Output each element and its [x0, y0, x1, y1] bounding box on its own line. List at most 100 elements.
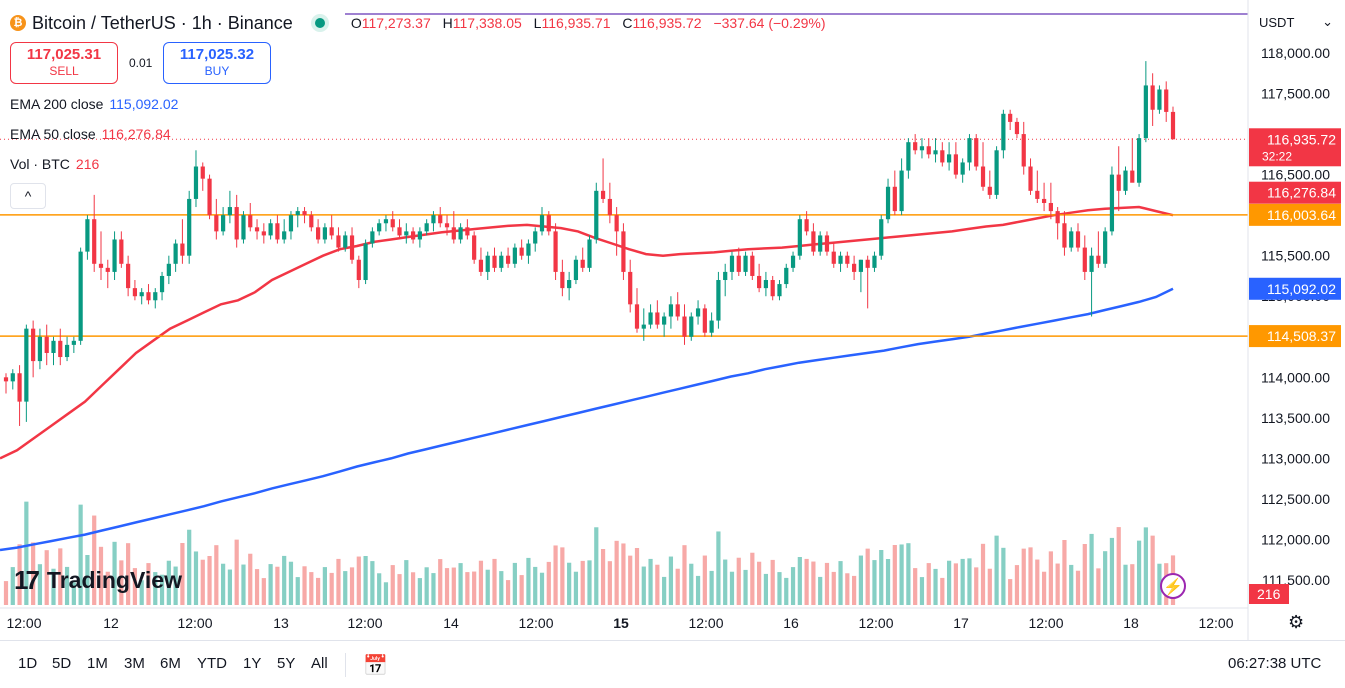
volume-bar: [790, 567, 796, 605]
candle-body: [1008, 113, 1013, 122]
market-open-dot-icon: [314, 18, 325, 28]
volume-bar: [241, 564, 246, 605]
bottom-toolbar: 1D 5D 1M 3M 6M YTD 1Y 5Y All 📅 06:27:38 …: [0, 640, 1345, 688]
volume-bar: [343, 571, 348, 605]
volume-bar: [818, 576, 823, 605]
candle-body: [892, 186, 897, 212]
range-1d[interactable]: 1D: [18, 655, 38, 672]
calendar-goto-icon[interactable]: 📅: [363, 655, 388, 677]
candle-body: [51, 340, 56, 353]
candle-body: [641, 324, 646, 329]
chevron-down-icon: ⌄: [1322, 14, 1333, 29]
volume-bar: [512, 562, 517, 605]
volume-bar: [675, 568, 680, 605]
ohlc-change: −337.64 (−0.29%): [713, 15, 826, 31]
range-3m[interactable]: 3M: [124, 655, 145, 672]
volume-bar: [221, 563, 226, 605]
utc-clock[interactable]: 06:27:38 UTC: [1228, 655, 1322, 672]
candle-body: [92, 219, 97, 264]
candle-body: [24, 328, 29, 402]
volume-bar: [200, 559, 205, 605]
indicator-volume[interactable]: Vol · BTC 216: [10, 156, 99, 172]
candle-body: [607, 198, 612, 216]
time-axis[interactable]: 12:00 12 12:00 13 12:00 14 12:00 15 12:00 16 12:00…: [0, 607, 1248, 631]
range-1m[interactable]: 1M: [87, 655, 108, 672]
volume-bar: [275, 566, 280, 605]
volume-bar: [288, 561, 294, 605]
candle-body: [146, 292, 151, 301]
candle-body: [648, 312, 653, 325]
candle-body: [254, 227, 260, 232]
price-axis[interactable]: 111,500.00112,000.00112,500.00113,000.00…: [1247, 0, 1330, 640]
volume-bar: [10, 567, 15, 605]
price-tick-label: 118,000.00: [1261, 45, 1330, 61]
settings-gear-icon[interactable]: ⚙: [1288, 612, 1305, 632]
volume-bar: [1028, 547, 1033, 605]
candle-body: [10, 373, 15, 382]
volume-bar: [44, 550, 49, 605]
volume-bar: [85, 555, 90, 605]
tradingview-wordmark: TradingView: [46, 567, 182, 593]
price-badges: 116,935.72 32:22 116,276.84 116,003.64 115,0…: [1249, 128, 1341, 604]
volume-bar: [363, 556, 368, 605]
sell-button[interactable]: 117,025.31 SELL: [10, 42, 118, 84]
volume-badge: 216: [1257, 586, 1281, 602]
candle-body: [180, 243, 185, 256]
volume-bar: [940, 577, 945, 605]
symbol-header[interactable]: ₿ Bitcoin / TetherUS · 1h · Binance O117…: [10, 8, 834, 38]
buy-price: 117,025.32: [179, 46, 255, 63]
indicator-ema200[interactable]: EMA 200 close 115,092.02: [10, 96, 178, 112]
candle-body: [1069, 231, 1074, 248]
symbol-title[interactable]: Bitcoin / TetherUS · 1h · Binance: [32, 12, 293, 33]
volume-bar: [845, 573, 850, 605]
time-tick-label: 12:00: [518, 615, 553, 631]
currency-selector[interactable]: USDT ⌄: [1253, 8, 1339, 36]
candle-body: [940, 150, 945, 163]
candle-body: [512, 247, 517, 264]
volume-bar: [655, 564, 660, 605]
lightning-alert-icon[interactable]: ⚡: [1160, 573, 1186, 599]
volume-label: Vol · BTC: [10, 156, 70, 172]
volume-bar: [872, 560, 877, 605]
candle-body: [906, 142, 911, 171]
range-6m[interactable]: 6M: [160, 655, 181, 672]
candle-body: [261, 231, 266, 236]
range-1y[interactable]: 1Y: [243, 655, 262, 672]
candle-body: [302, 211, 307, 216]
volume-bar: [227, 569, 233, 605]
price-tick-label: 113,500.00: [1261, 410, 1330, 426]
range-5d[interactable]: 5D: [52, 655, 72, 672]
range-5y[interactable]: 5Y: [277, 655, 296, 672]
volume-bar: [899, 544, 904, 605]
volume-bar: [1041, 571, 1047, 605]
toolbar-divider: [345, 653, 346, 677]
sell-label: SELL: [49, 64, 79, 78]
volume-bar: [431, 573, 436, 605]
volume-bar: [546, 561, 551, 605]
range-ytd[interactable]: YTD: [197, 655, 227, 672]
candle-body: [1096, 255, 1101, 264]
ohlc-readout: O117,273.37 H117,338.05 L116,935.71 C116…: [350, 15, 826, 31]
candle-body: [831, 251, 836, 264]
volume-bar: [64, 566, 70, 605]
volume-bar: [885, 559, 891, 605]
buy-button[interactable]: 117,025.32 BUY: [163, 42, 271, 84]
volume-bar: [390, 565, 395, 605]
volume-bar: [662, 576, 667, 605]
candle-body: [662, 316, 667, 325]
candle-body: [3, 377, 9, 382]
volume-bar: [98, 546, 104, 605]
range-all[interactable]: All: [311, 655, 328, 672]
time-tick-label: 12:00: [177, 615, 212, 631]
collapse-indicators-button[interactable]: ^: [10, 183, 46, 209]
candle-body: [1055, 211, 1060, 224]
candle-body: [485, 255, 490, 272]
time-tick-label: 12:00: [6, 615, 41, 631]
volume-bar: [1089, 533, 1094, 605]
volume-bar: [261, 578, 266, 605]
indicator-ema50[interactable]: EMA 50 close 116,276.84: [10, 126, 171, 142]
volume-bar: [994, 535, 999, 605]
candle-body: [17, 373, 22, 402]
volume-bar: [777, 572, 782, 605]
